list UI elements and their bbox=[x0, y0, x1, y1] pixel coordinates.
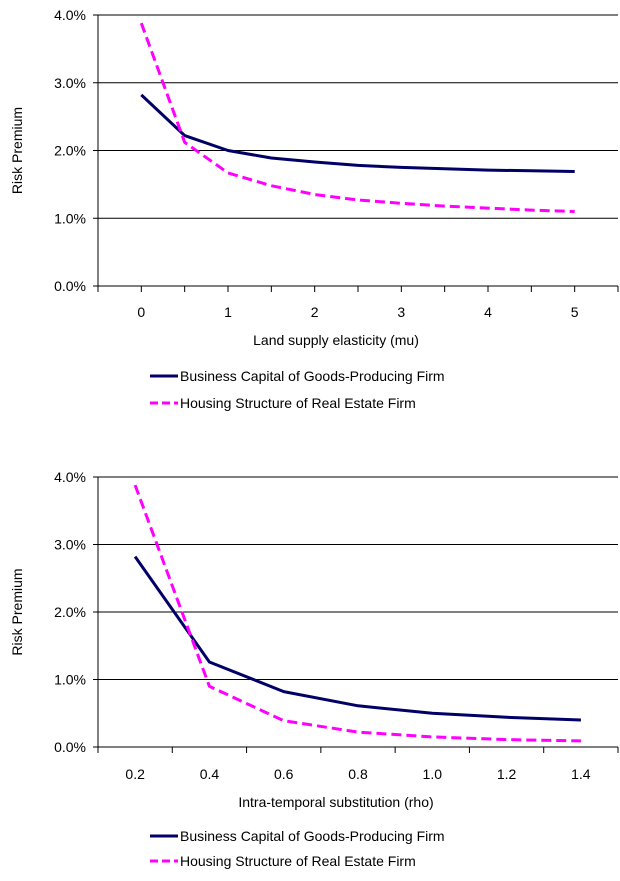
x-tick-label: 5 bbox=[571, 304, 579, 320]
series-line-business-capital bbox=[135, 557, 581, 720]
y-tick-label: 4.0% bbox=[54, 7, 86, 23]
series-line-housing-structure bbox=[141, 23, 574, 211]
y-tick-label: 3.0% bbox=[54, 537, 86, 553]
x-tick-label: 3 bbox=[397, 304, 405, 320]
y-tick-label: 2.0% bbox=[54, 143, 86, 159]
x-tick-label: 0.6 bbox=[274, 766, 294, 782]
x-tick-label: 1.2 bbox=[497, 766, 517, 782]
x-tick-label: 0 bbox=[137, 304, 145, 320]
legend-label: Housing Structure of Real Estate Firm bbox=[180, 395, 416, 411]
x-axis-title: Land supply elasticity (mu) bbox=[253, 332, 419, 348]
y-tick-label: 3.0% bbox=[54, 75, 86, 91]
series-line-business-capital bbox=[141, 95, 574, 172]
x-tick-label: 0.4 bbox=[200, 766, 220, 782]
x-tick-label: 4 bbox=[484, 304, 492, 320]
y-tick-label: 0.0% bbox=[54, 739, 86, 755]
legend-label: Housing Structure of Real Estate Firm bbox=[180, 853, 416, 869]
y-axis-title: Risk Premium bbox=[9, 568, 25, 655]
chart-2: 0.0% 1.0% 2.0% 3.0% 4.0% 0.2 0.4 0.6 0.8 1.0 1.2 1.… bbox=[9, 469, 618, 869]
y-tick-label: 4.0% bbox=[54, 469, 86, 485]
legend-label: Business Capital of Goods-Producing Firm bbox=[180, 368, 445, 384]
x-tick-label: 2 bbox=[311, 304, 319, 320]
y-tick-label: 2.0% bbox=[54, 604, 86, 620]
y-tick-label: 0.0% bbox=[54, 278, 86, 294]
y-tick-label: 1.0% bbox=[54, 210, 86, 226]
x-tick-label: 1 bbox=[224, 304, 232, 320]
x-axis-title: Intra-temporal substitution (rho) bbox=[238, 794, 433, 810]
x-tick-label: 0.2 bbox=[125, 766, 145, 782]
x-tick-label: 1.4 bbox=[571, 766, 591, 782]
chart-1: 0.0% 1.0% 2.0% 3.0% 4.0% 0 1 2 3 4 5 Land supply el… bbox=[9, 7, 618, 411]
y-axis-title: Risk Premium bbox=[9, 107, 25, 194]
legend-label: Business Capital of Goods-Producing Firm bbox=[180, 828, 445, 844]
x-tick-label: 0.8 bbox=[348, 766, 368, 782]
x-tick-label: 1.0 bbox=[423, 766, 443, 782]
series-line-housing-structure bbox=[135, 485, 581, 741]
y-tick-label: 1.0% bbox=[54, 672, 86, 688]
